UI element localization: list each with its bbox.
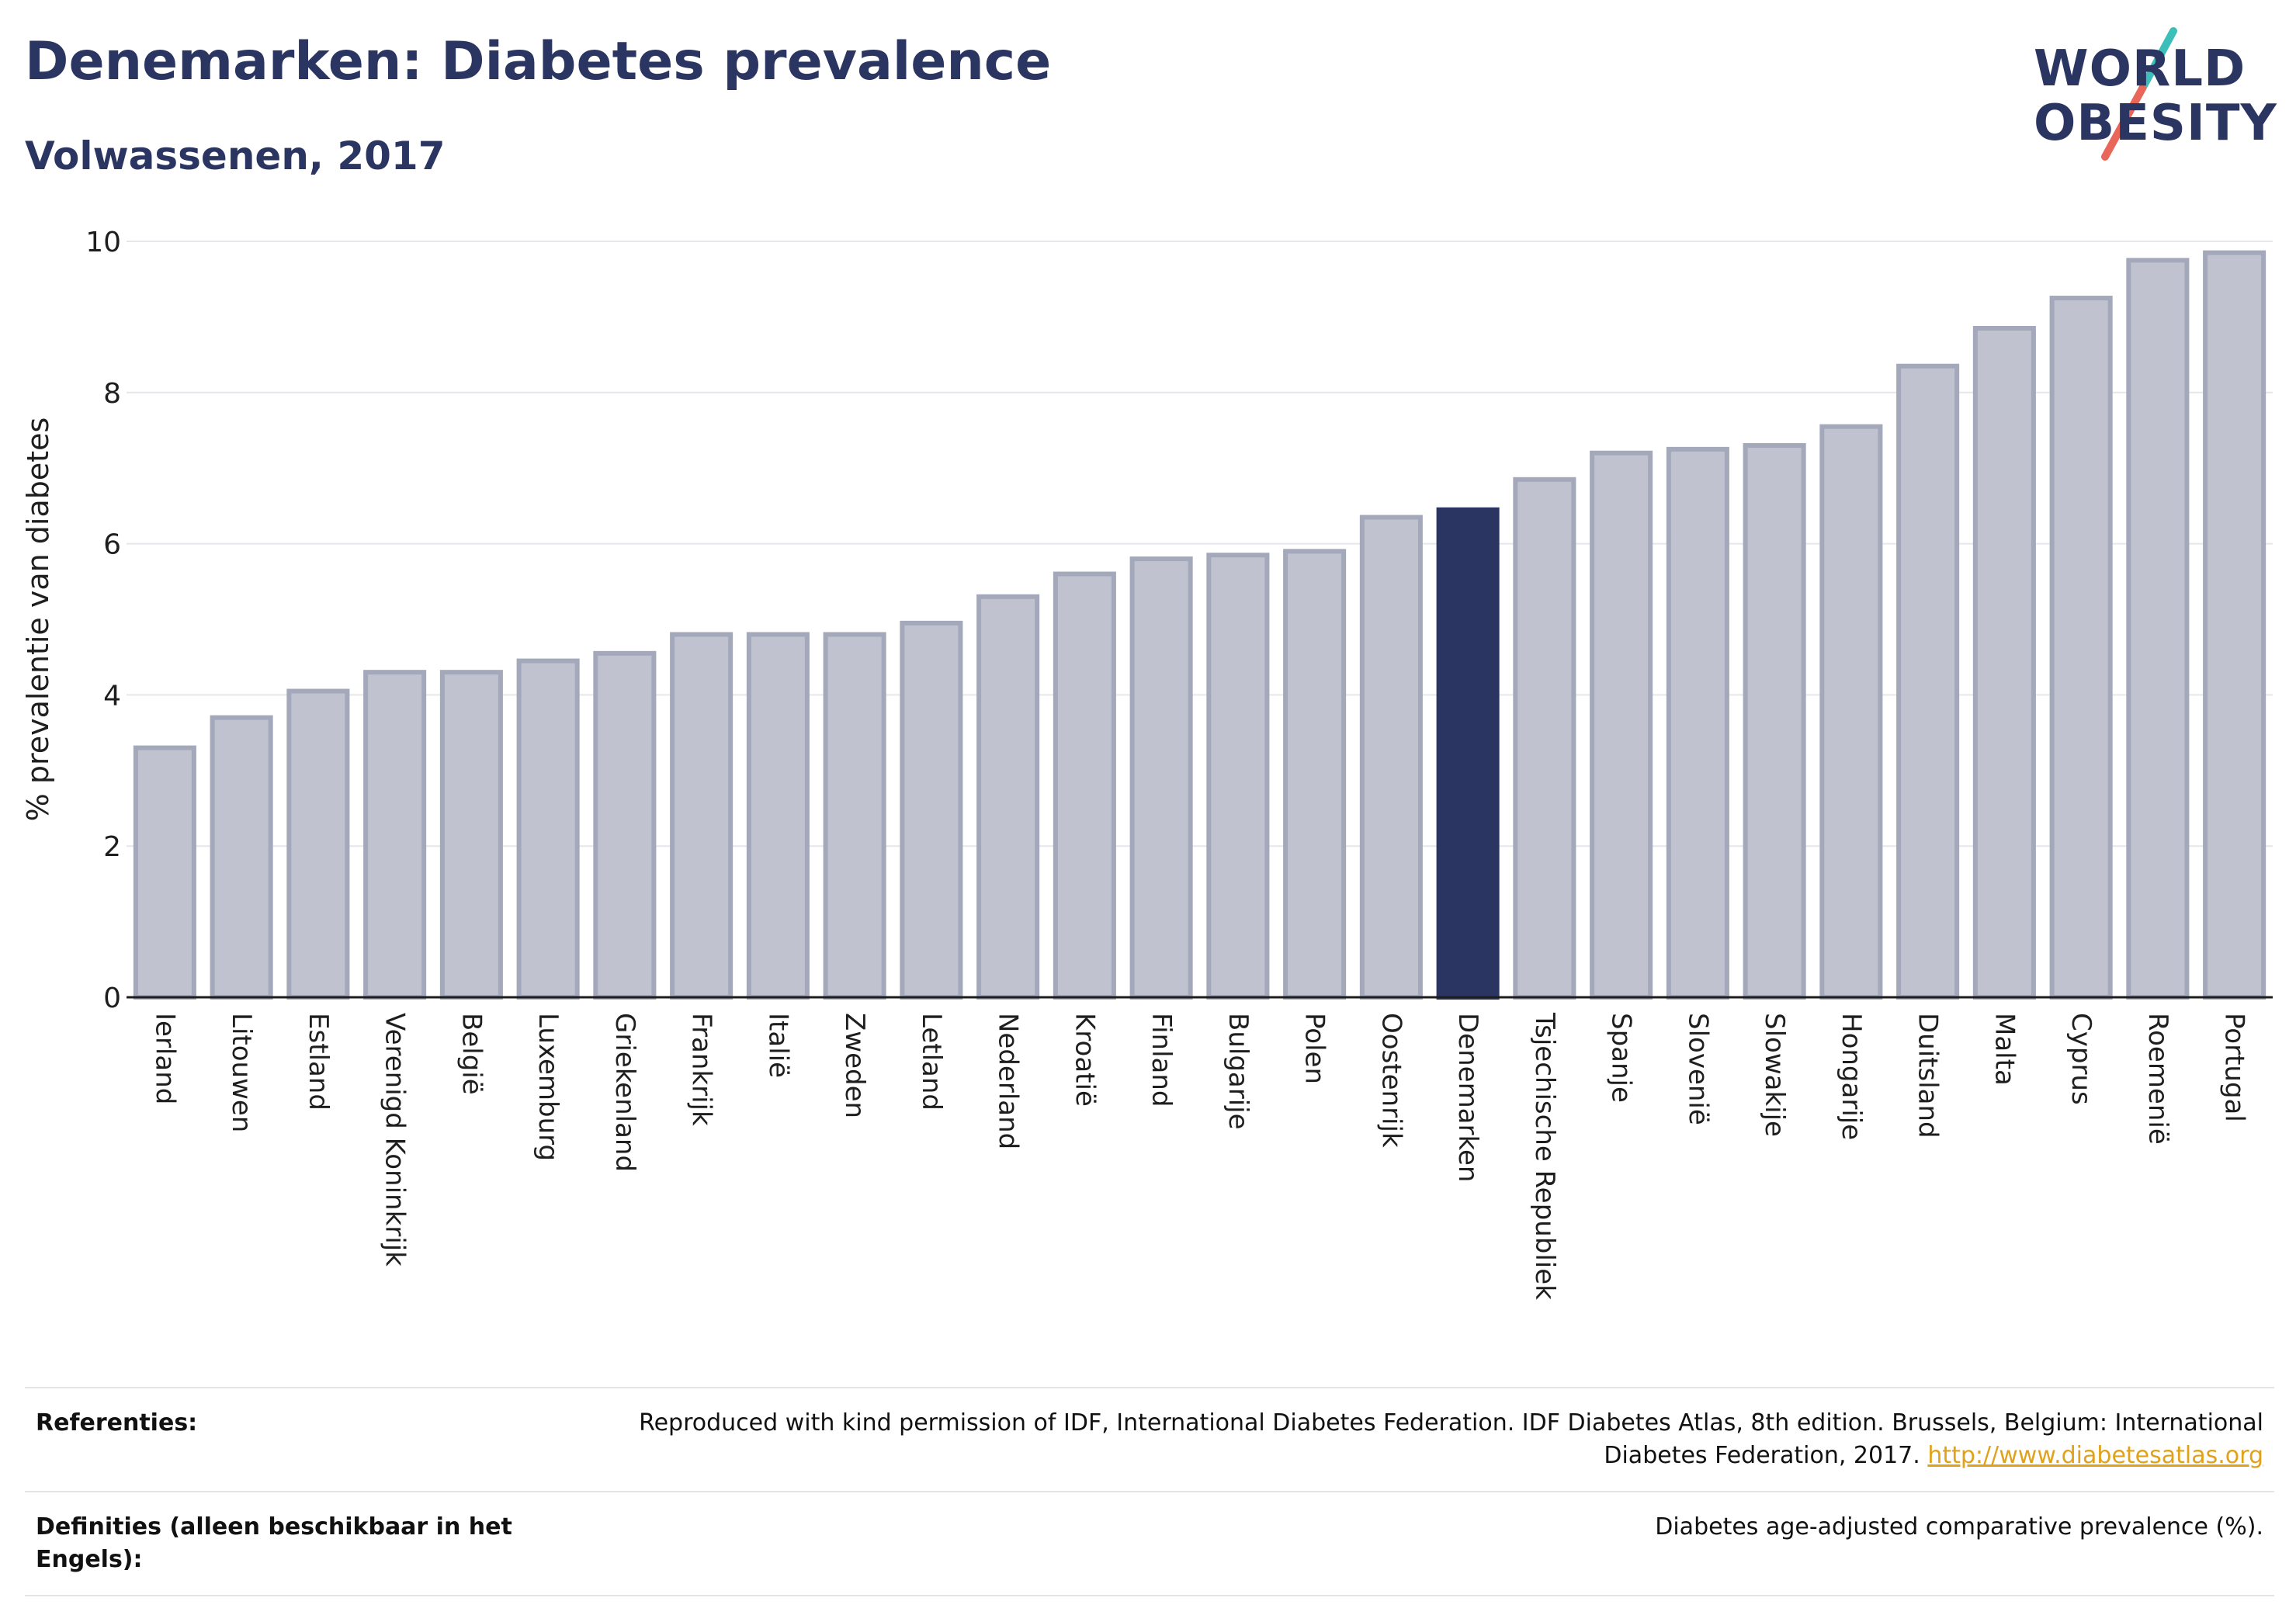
- x-tick-label: Nederland: [993, 1013, 1024, 1149]
- x-tick-label: Slovenië: [1682, 1013, 1713, 1125]
- bar-bulgarije: [1206, 553, 1270, 1000]
- bar-malta: [1972, 326, 2036, 1000]
- chart-subtitle: Volwassenen, 2017: [25, 133, 446, 178]
- bar-griekenland: [593, 650, 657, 1000]
- x-tick-label: België: [456, 1013, 487, 1095]
- references-citation: Reproduced with kind permission of IDF, …: [639, 1409, 2263, 1469]
- bar-slowakije: [1743, 442, 1806, 1000]
- x-tick-label: Malta: [1989, 1013, 2020, 1086]
- x-tick-label: Luxemburg: [532, 1013, 564, 1161]
- bar-luxemburg: [516, 658, 580, 1000]
- bar-litouwen: [210, 715, 273, 1000]
- bar-zweden: [823, 632, 886, 1000]
- definitions-label: Definities (alleen beschikbaar in het En…: [36, 1513, 512, 1573]
- y-axis-label: % prevalentie van diabetes: [21, 418, 55, 822]
- bar-finland: [1129, 556, 1193, 1000]
- bar-oostenrijk: [1359, 515, 1423, 1000]
- y-axis-ticks: 0 2 4 6 8 10: [85, 227, 121, 1014]
- x-tick-label: Finland: [1146, 1013, 1177, 1107]
- bar-denemarken: [1436, 507, 1500, 1000]
- x-tick-label: Tsjechische Republiek: [1529, 1012, 1560, 1300]
- y-tick-label: 10: [85, 227, 121, 258]
- bar-ierland: [133, 745, 196, 1000]
- bar-letland: [900, 620, 963, 1000]
- diabetes-atlas-link[interactable]: http://www.diabetesatlas.org: [1927, 1442, 2263, 1469]
- x-tick-label: Zweden: [839, 1013, 870, 1118]
- logo-text-obesity: OBESITY: [2034, 95, 2277, 152]
- x-tick-label: Portugal: [2219, 1013, 2250, 1122]
- chart-title: Denemarken: Diabetes prevalence: [25, 31, 1052, 92]
- bar-belgië: [439, 670, 503, 1000]
- bar-tsjechische-republiek: [1513, 477, 1576, 1000]
- x-tick-label: Letland: [916, 1013, 947, 1111]
- bar-roemenië: [2126, 258, 2190, 1000]
- x-tick-label: Estland: [303, 1013, 334, 1111]
- x-tick-label: Italië: [762, 1013, 793, 1078]
- y-tick-label: 2: [103, 831, 121, 863]
- definitions-text: Diabetes age-adjusted comparative preval…: [1655, 1513, 2263, 1541]
- definitions-row: Definities (alleen beschikbaar in het En…: [25, 1491, 2274, 1596]
- x-tick-label: Griekenland: [609, 1013, 640, 1172]
- bar-italië: [746, 632, 810, 1000]
- x-tick-label: Denemarken: [1452, 1013, 1483, 1182]
- x-tick-label: Bulgarije: [1223, 1013, 1254, 1130]
- bar-verenigd-koninkrijk: [363, 670, 427, 1000]
- bar-duitsland: [1896, 363, 1960, 1000]
- bar-nederland: [976, 594, 1040, 1000]
- x-tick-label: Slowakije: [1759, 1013, 1790, 1137]
- references-text: Reproduced with kind permission of IDF, …: [633, 1407, 2263, 1472]
- x-tick-label: Verenigd Koninkrijk: [380, 1013, 411, 1267]
- x-tick-label: Kroatië: [1069, 1013, 1100, 1107]
- bar-slovenië: [1666, 446, 1729, 1000]
- y-tick-label: 0: [103, 983, 121, 1014]
- x-tick-label: Cyprus: [2065, 1013, 2097, 1105]
- bar-portugal: [2203, 250, 2267, 1000]
- y-tick-label: 6: [103, 529, 121, 561]
- x-tick-label: Roemenië: [2142, 1013, 2173, 1145]
- x-tick-label: Frankrijk: [686, 1013, 717, 1126]
- bar-chart: 0 2 4 6 8 10 % prevalentie van diabetes Ierla…: [21, 227, 2273, 1300]
- bar-hongarije: [1819, 424, 1883, 1000]
- bar-spanje: [1590, 450, 1653, 1000]
- y-tick-label: 4: [103, 680, 121, 712]
- references-table: Referenties: Reproduced with kind permis…: [25, 1387, 2274, 1596]
- x-tick-label: Hongarije: [1836, 1013, 1867, 1140]
- x-tick-label: Duitsland: [1913, 1013, 1944, 1139]
- world-obesity-logo: WORLD OBESITY: [2018, 17, 2282, 165]
- logo-text-world: WORLD: [2034, 40, 2246, 98]
- bar-cyprus: [2049, 296, 2113, 1000]
- x-tick-label: Oostenrijk: [1375, 1013, 1406, 1148]
- logo-slash-icon: [2101, 27, 2177, 161]
- bars: [133, 250, 2267, 1000]
- bar-estland: [286, 688, 350, 1000]
- bar-kroatië: [1053, 571, 1116, 1000]
- x-tick-label: Ierland: [149, 1013, 180, 1104]
- x-tick-label: Polen: [1299, 1013, 1330, 1084]
- x-tick-label: Spanje: [1606, 1013, 1637, 1103]
- references-label: Referenties:: [36, 1409, 198, 1437]
- x-tick-label: Litouwen: [226, 1013, 257, 1132]
- x-axis-ticks: Ierland Litouwen Estland Verenigd Koninkrij…: [149, 1012, 2249, 1300]
- y-tick-label: 8: [103, 378, 121, 410]
- bar-frankrijk: [670, 632, 734, 1000]
- bar-polen: [1283, 549, 1347, 1000]
- references-row: Referenties: Reproduced with kind permis…: [25, 1387, 2274, 1491]
